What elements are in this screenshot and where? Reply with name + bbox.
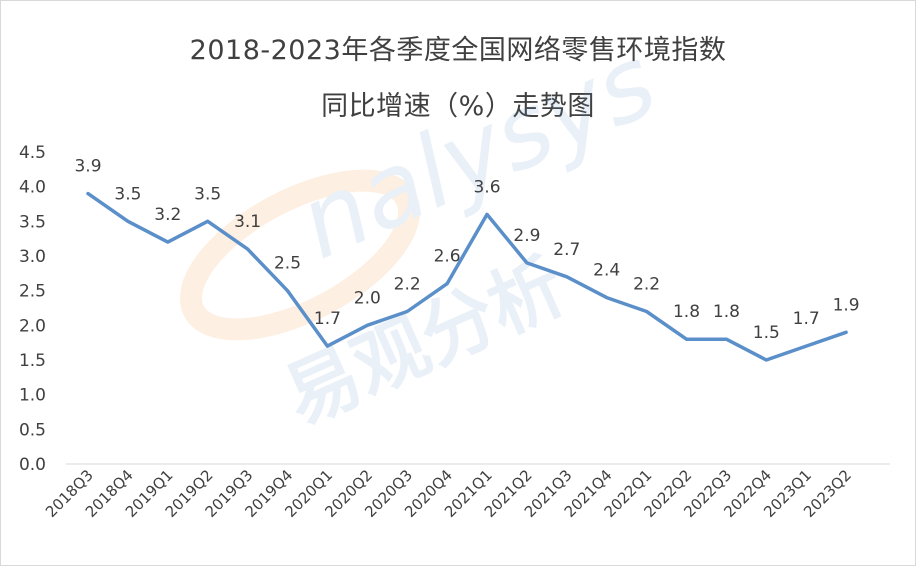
y-tick-label: 3.5 [19,212,46,232]
y-tick-label: 1.5 [19,351,46,371]
x-axis: 2018Q32018Q42019Q12019Q22019Q32019Q42020… [42,466,855,521]
data-label: 1.5 [753,323,780,343]
y-tick-label: 2.0 [19,316,46,336]
y-tick-label: 0.0 [19,455,46,475]
y-tick-label: 2.5 [19,282,46,302]
chart-title: 2018-2023年各季度全国网络零售环境指数 [189,35,727,66]
svg-text:nalysys: nalysys [282,23,672,282]
y-tick-label: 4.0 [19,178,46,198]
data-label: 2.2 [394,274,421,294]
data-labels: 3.9 3.5 3.2 3.5 3.1 2.5 1.7 2.0 2.2 2.6 3.6 2.9 2.7 2… [74,157,859,343]
data-label: 2.4 [593,261,620,281]
series-line [86,191,848,362]
data-label: 3.5 [194,184,221,204]
y-tick-label: 0.5 [19,420,46,440]
y-tick-label: 3.0 [19,247,46,267]
data-label: 2.7 [553,240,580,260]
data-label: 1.8 [673,302,700,322]
data-label: 3.6 [473,177,500,197]
data-label: 1.9 [833,295,860,315]
svg-text:易观分析: 易观分析 [272,242,577,441]
y-axis: 0.0 0.5 1.0 1.5 2.0 2.5 3.0 3.5 4.0 4.5 [19,143,46,475]
data-label: 1.7 [314,309,341,329]
data-label: 2.2 [633,274,660,294]
data-label: 3.1 [234,212,261,232]
y-tick-label: 4.5 [19,143,46,163]
data-label: 2.0 [354,288,381,308]
data-label: 1.7 [793,309,820,329]
y-tick-label: 1.0 [19,386,46,406]
chart-subtitle: 同比增速（%）走势图 [321,91,595,122]
data-label: 2.9 [513,226,540,246]
data-label: 3.5 [114,184,141,204]
data-label: 2.5 [274,254,301,274]
data-label: 3.9 [74,157,101,177]
data-label: 2.6 [434,247,461,267]
data-label: 3.2 [154,205,181,225]
data-label: 1.8 [713,302,740,322]
